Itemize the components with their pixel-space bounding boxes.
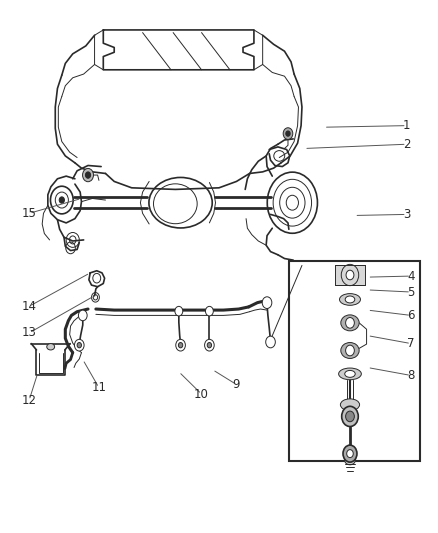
Ellipse shape — [341, 315, 359, 331]
Text: 11: 11 — [92, 381, 106, 394]
Ellipse shape — [347, 450, 353, 458]
Ellipse shape — [341, 264, 359, 286]
Text: 7: 7 — [407, 337, 415, 350]
Text: 1: 1 — [403, 119, 410, 132]
Ellipse shape — [341, 343, 359, 359]
Bar — [289, 261, 420, 461]
Ellipse shape — [205, 306, 213, 316]
Ellipse shape — [178, 343, 183, 348]
Ellipse shape — [85, 172, 91, 178]
Ellipse shape — [346, 411, 354, 422]
Text: 5: 5 — [407, 286, 415, 298]
Ellipse shape — [262, 297, 272, 309]
Text: 9: 9 — [233, 378, 240, 391]
Text: 14: 14 — [21, 300, 37, 313]
Text: 4: 4 — [407, 270, 415, 282]
Ellipse shape — [175, 306, 183, 316]
Ellipse shape — [82, 168, 93, 182]
Ellipse shape — [207, 343, 212, 348]
Text: 13: 13 — [21, 326, 36, 340]
Ellipse shape — [205, 340, 214, 351]
Ellipse shape — [78, 310, 87, 321]
Text: 15: 15 — [21, 207, 36, 220]
Ellipse shape — [340, 399, 360, 410]
Ellipse shape — [339, 294, 360, 305]
Ellipse shape — [346, 318, 354, 328]
Text: 6: 6 — [407, 309, 415, 322]
Ellipse shape — [47, 344, 55, 350]
Text: 3: 3 — [403, 208, 410, 221]
Bar — [335, 265, 365, 285]
Ellipse shape — [345, 370, 355, 377]
Text: 10: 10 — [194, 387, 209, 401]
Text: 2: 2 — [403, 138, 410, 151]
Ellipse shape — [283, 128, 293, 140]
Ellipse shape — [343, 445, 357, 462]
Ellipse shape — [342, 406, 358, 426]
Ellipse shape — [346, 270, 354, 280]
Ellipse shape — [339, 368, 361, 379]
Ellipse shape — [345, 455, 356, 465]
Ellipse shape — [346, 345, 354, 356]
Ellipse shape — [59, 197, 64, 203]
Text: 12: 12 — [21, 394, 37, 407]
Ellipse shape — [176, 340, 185, 351]
Ellipse shape — [286, 131, 290, 136]
Ellipse shape — [266, 336, 276, 348]
Ellipse shape — [77, 343, 81, 348]
Text: 8: 8 — [407, 369, 415, 382]
Ellipse shape — [345, 296, 355, 303]
Ellipse shape — [74, 340, 84, 351]
